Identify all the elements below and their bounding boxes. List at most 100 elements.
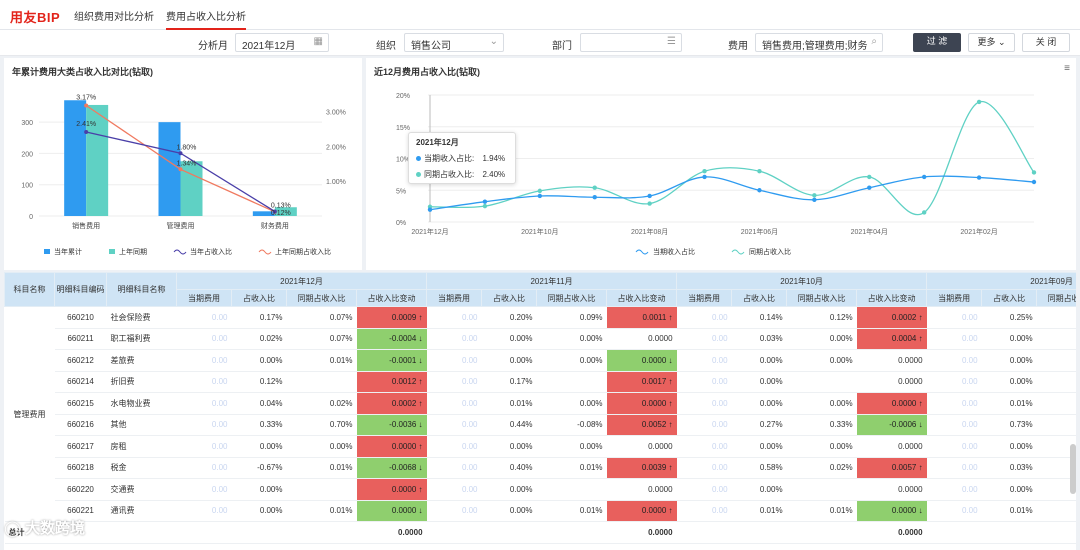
table-row[interactable]: 660212 差旅费 0.00 0.00% 0.01% -0.0001 ↓ 0.00 0.00…: [5, 349, 1076, 372]
prior-ratio-cell: 0.01%: [286, 349, 357, 372]
table-scrollbar[interactable]: [1070, 444, 1076, 494]
org-value: 销售公司: [411, 41, 451, 52]
month-label: 分析月: [198, 41, 228, 52]
chevron-down-icon: ⌄: [489, 36, 498, 47]
ratio-change-cell: 0.0004 ↑: [856, 328, 927, 350]
ratio-cell: 0.03%: [731, 328, 787, 350]
table-row[interactable]: 660220 交通费 0.00 0.00% 0.0000 ↑ 0.00 0.00% 0.000…: [5, 478, 1076, 501]
ratio-change-cell: 0.0017 ↑: [606, 371, 677, 393]
more-button[interactable]: 更多 ⌄: [968, 33, 1015, 52]
fee-select[interactable]: 销售费用;管理费用;财务 ⌕: [755, 33, 883, 52]
name-cell[interactable]: 交通费: [106, 478, 177, 501]
cost-cell: 0.00: [176, 457, 232, 479]
name-cell[interactable]: 水电物业费: [106, 392, 177, 415]
column-header[interactable]: 明细科目名称: [106, 272, 177, 307]
prior-ratio-cell: 0.33%: [1036, 414, 1076, 436]
bar: [64, 100, 87, 216]
cost-cell: 0.00: [426, 306, 482, 329]
name-cell[interactable]: 职工福利费: [106, 328, 177, 350]
table-row[interactable]: 660221 通讯费 0.00 0.00% 0.01% 0.0000 ↓ 0.00 0.00%…: [5, 500, 1076, 522]
column-header[interactable]: 占收入比: [231, 289, 287, 307]
table-row[interactable]: 管理费用 660210 社会保险费 0.00 0.17% 0.07% 0.0009 ↑ 0.0…: [4, 306, 1076, 522]
name-cell[interactable]: 税金: [106, 457, 177, 479]
column-header[interactable]: 当期费用: [926, 289, 983, 307]
column-header[interactable]: 同期占收入比: [786, 289, 858, 307]
name-cell[interactable]: 差旅费: [106, 349, 177, 372]
x-tick-label: 2021年04月: [851, 227, 888, 236]
ratio-change-cell: 0.0039 ↑: [606, 457, 677, 479]
column-header[interactable]: 占收入比: [981, 289, 1038, 307]
prior-ratio-cell: 0.02%: [286, 392, 357, 415]
total-cell: [231, 521, 287, 544]
cost-cell: 0.00: [676, 435, 732, 458]
table-row[interactable]: 660216 其他 0.00 0.33% 0.70% -0.0036 ↓ 0.00 0.44%…: [5, 414, 1076, 436]
x-tick-label: 管理费用: [167, 221, 195, 230]
ratio-cell: 0.00%: [231, 478, 287, 501]
tab-cost-income-ratio[interactable]: 费用占收入比分析: [166, 8, 246, 30]
line-point: [812, 193, 817, 198]
total-cell: 0.0000: [856, 521, 927, 544]
ratio-cell: 0.01%: [481, 392, 537, 415]
name-cell[interactable]: 通讯费: [106, 500, 177, 522]
prior-ratio-cell: [286, 371, 357, 393]
column-header[interactable]: 同期占收入比: [1036, 289, 1076, 307]
name-cell[interactable]: 社会保险费: [106, 306, 177, 329]
legend-swatch: [173, 249, 187, 255]
cost-cell: 0.00: [926, 414, 982, 436]
table-row[interactable]: 660215 水电物业费 0.00 0.04% 0.02% 0.0002 ↑ 0.00 0.0…: [5, 392, 1076, 415]
month-picker[interactable]: 2021年12月 ▦: [235, 33, 329, 52]
ratio-cell: 0.44%: [481, 414, 537, 436]
column-header[interactable]: 当期费用: [426, 289, 483, 307]
name-cell[interactable]: 折旧费: [106, 371, 177, 393]
column-header[interactable]: 当期费用: [676, 289, 733, 307]
table-row[interactable]: 660214 折旧费 0.00 0.12% 0.0012 ↑ 0.00 0.17% 0.001…: [5, 371, 1076, 393]
total-cell: [481, 521, 537, 544]
dept-select[interactable]: ☰: [580, 33, 682, 52]
table-row[interactable]: 660217 房租 0.00 0.00% 0.00% 0.0000 ↑ 0.00 0.00% 0…: [5, 435, 1076, 458]
column-header[interactable]: 科目名称: [4, 272, 55, 307]
ratio-cell: 0.00%: [481, 500, 537, 522]
column-header[interactable]: 同期占收入比: [536, 289, 608, 307]
ratio-cell: 0.12%: [231, 371, 287, 393]
ratio-cell: 0.04%: [231, 392, 287, 415]
ratio-cell: 0.20%: [481, 306, 537, 329]
filter-button[interactable]: 过 滤: [913, 33, 961, 52]
total-cell: [1036, 521, 1076, 544]
y-tick-label: 200: [21, 151, 33, 158]
ratio-change-cell: -0.0001 ↓: [356, 349, 427, 372]
org-label: 组织: [376, 41, 396, 52]
menu-icon[interactable]: ≡: [1064, 63, 1070, 74]
ratio-cell: 0.00%: [731, 478, 787, 501]
code-cell: 660211: [54, 328, 107, 350]
ratio-cell: 0.00%: [481, 349, 537, 372]
line-point: [537, 188, 543, 194]
x-tick-label: 2021年12月: [411, 227, 448, 236]
column-header[interactable]: 占收入比变动: [606, 289, 678, 307]
cost-cell: 0.00: [676, 457, 732, 479]
column-header[interactable]: 占收入比: [481, 289, 538, 307]
cost-cell: 0.00: [426, 414, 482, 436]
ratio-cell: 0.00%: [731, 435, 787, 458]
tab-org-cost-compare[interactable]: 组织费用对比分析: [74, 12, 154, 23]
total-cell: [286, 521, 357, 544]
table-row[interactable]: 660211 职工福利费 0.00 0.02% 0.07% -0.0004 ↓ 0.00 0.…: [5, 328, 1076, 350]
ratio-change-cell: -0.0036 ↓: [356, 414, 427, 436]
column-header[interactable]: 同期占收入比: [286, 289, 357, 307]
prior-ratio-cell: 0.00%: [536, 328, 607, 350]
prior-ratio-cell: 0.01%: [1036, 500, 1076, 522]
name-cell[interactable]: 房租: [106, 435, 177, 458]
column-header[interactable]: 明细科目编码: [54, 272, 107, 307]
column-header[interactable]: 当期费用: [176, 289, 232, 307]
close-button[interactable]: 关 闭: [1022, 33, 1070, 52]
table-row[interactable]: 660218 税金 0.00 -0.67% 0.01% -0.0068 ↓ 0.00 0.40…: [5, 457, 1076, 479]
prior-ratio-cell: [786, 478, 857, 501]
month-header: 2021年09月: [926, 272, 1076, 290]
org-select[interactable]: 销售公司 ⌄: [404, 33, 504, 52]
column-header[interactable]: 占收入比变动: [355, 289, 428, 307]
name-cell[interactable]: 其他: [106, 414, 177, 436]
left-chart[interactable]: 0 100 200 300 1.00% 2.00% 3.00% 销售费用 管理费用 财务费用 3.1…: [4, 58, 362, 270]
column-header[interactable]: 占收入比变动: [856, 289, 928, 307]
column-header[interactable]: 占收入比: [731, 289, 788, 307]
tooltip-row: 当期收入占比: 1.94%: [416, 153, 508, 164]
cost-cell: 0.00: [426, 328, 482, 350]
